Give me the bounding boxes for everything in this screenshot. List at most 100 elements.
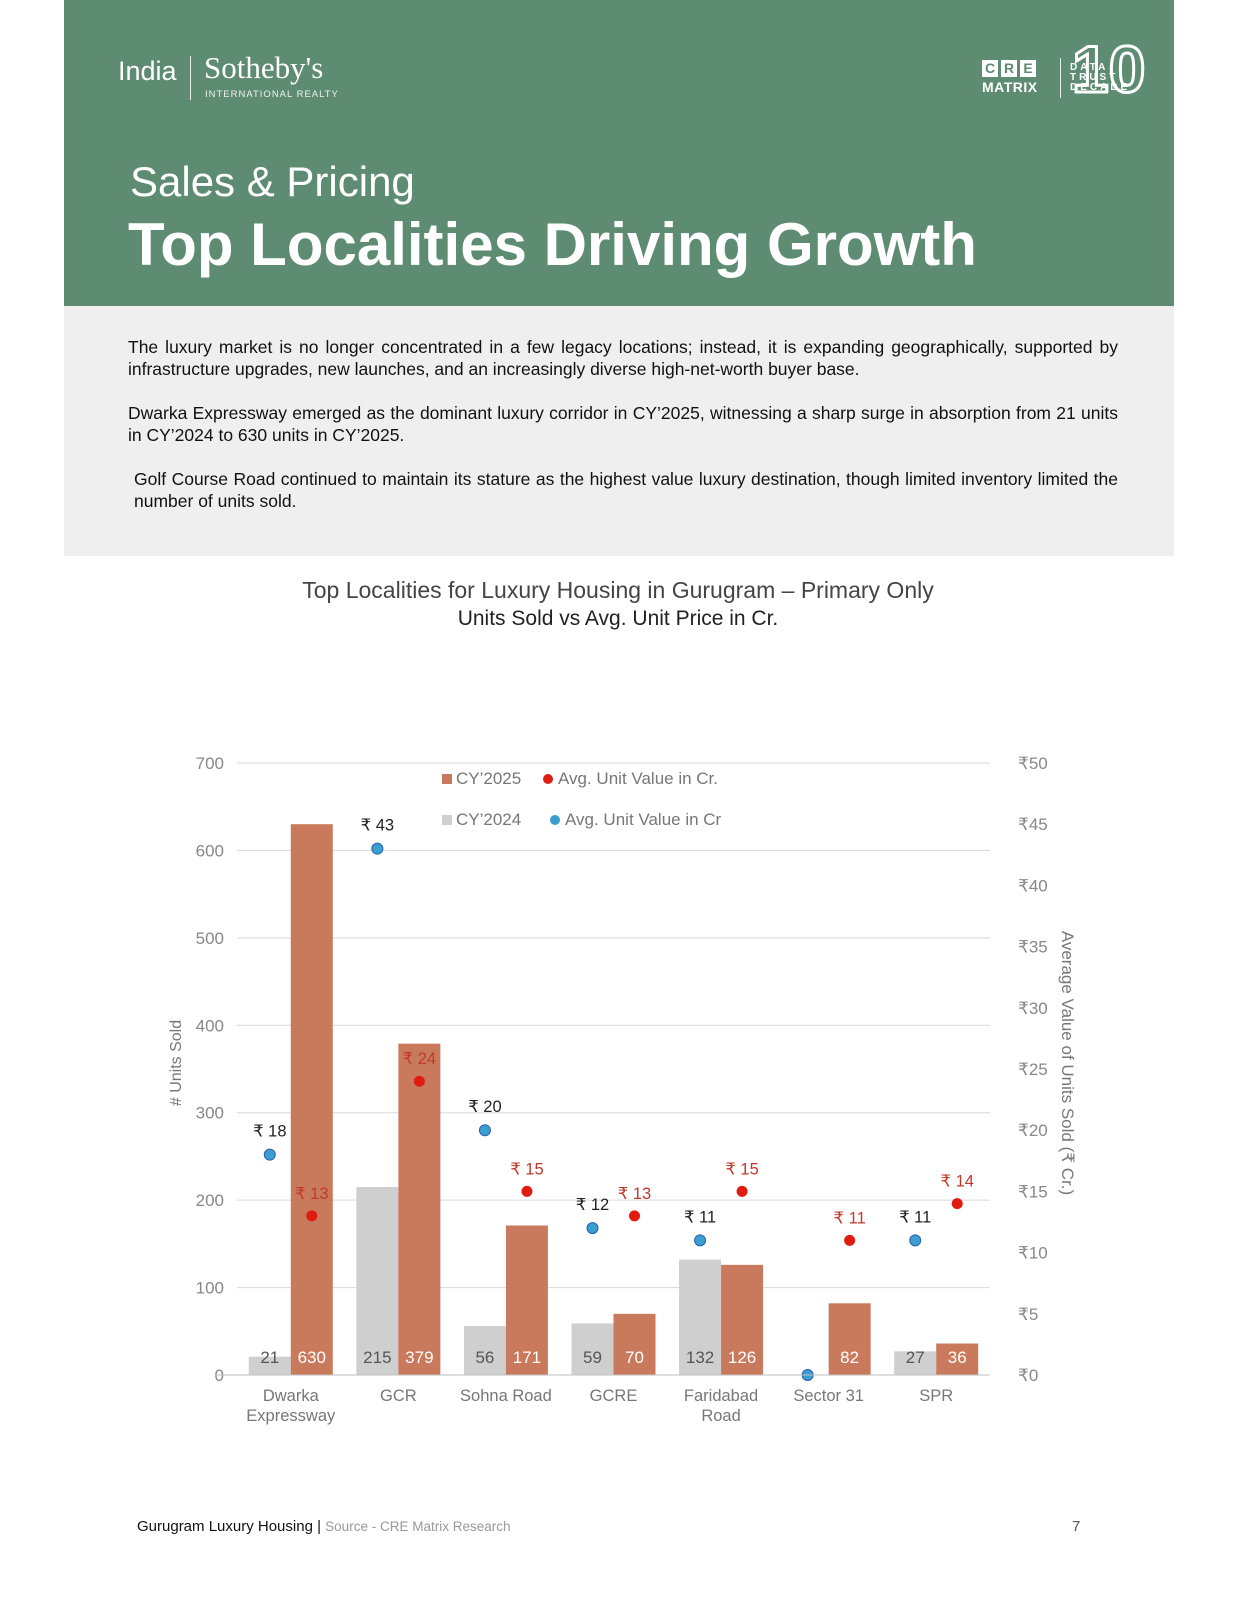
y-tick-label: 400 (196, 1016, 224, 1035)
avg-value-2025-label: ₹ 13 (295, 1185, 328, 1203)
bar-cy2025 (290, 824, 333, 1375)
y-tick-label: 300 (196, 1104, 224, 1123)
chart-subtitle: Units Sold vs Avg. Unit Price in Cr. (457, 607, 779, 630)
bar-cy2024 (894, 1351, 937, 1375)
bar-label-cy2025: 126 (728, 1348, 756, 1367)
footer: Gurugram Luxury Housing | Source - CRE M… (137, 1518, 510, 1535)
chart-title: Top Localities for Luxury Housing in Gur… (302, 577, 934, 603)
brand-sothebys-logo: Sotheby's (204, 50, 324, 85)
section-kicker: Sales & Pricing (130, 158, 415, 205)
brand-international-realty: INTERNATIONAL REALTY (205, 89, 339, 100)
avg-value-2025-label: ₹ 13 (618, 1185, 651, 1203)
category-label: GCRE (590, 1387, 638, 1405)
bar-label-cy2024: 215 (363, 1348, 391, 1367)
decade-word: TRUST (1070, 72, 1119, 83)
category-label: Sector 31 (793, 1387, 864, 1405)
bar-label-cy2025: 379 (405, 1348, 433, 1367)
category-label: Faridabad (684, 1387, 758, 1405)
y-axis-label: # Units Sold (168, 1020, 185, 1106)
category-label: SPR (919, 1387, 953, 1405)
category-label: Road (701, 1407, 740, 1425)
bar-label-cy2025: 171 (513, 1348, 541, 1367)
cre-letter: R (1001, 60, 1017, 77)
y2-tick-label: ₹0 (1018, 1366, 1038, 1385)
footer-separator: | (317, 1518, 321, 1535)
y-tick-label: 600 (196, 841, 224, 860)
cre-matrix-logo: C R E MATRIX (982, 60, 1038, 95)
legend-label-avg-2025: Avg. Unit Value in Cr. (558, 769, 718, 788)
y2-tick-label: ₹15 (1018, 1182, 1048, 1201)
bar-cy2024 (571, 1323, 614, 1375)
brand-divider (190, 56, 191, 100)
y2-tick-label: ₹35 (1018, 938, 1048, 957)
bar-label-cy2025: 70 (625, 1348, 644, 1367)
avg-value-2024-point (586, 1222, 599, 1235)
avg-value-2024-label: ₹ 11 (899, 1208, 931, 1226)
avg-value-2024-point (478, 1124, 491, 1137)
cre-matrix-text: MATRIX (982, 79, 1038, 95)
avg-value-2025-point (736, 1185, 748, 1197)
bar-cy2025 (721, 1264, 764, 1375)
y2-tick-label: ₹10 (1018, 1244, 1048, 1263)
y2-axis-label: Average Value of Units Sold (₹ Cr.) (1058, 931, 1077, 1195)
bar-cy2025 (828, 1303, 871, 1375)
avg-value-2025-point (413, 1075, 425, 1087)
legend-swatch-cy2024 (442, 815, 452, 825)
y2-tick-label: ₹40 (1018, 876, 1048, 895)
decade-word: DATA (1070, 62, 1109, 73)
avg-value-2025-point (951, 1198, 963, 1210)
avg-value-2024-label: ₹ 20 (468, 1098, 501, 1116)
bar-label-cy2024: 27 (906, 1348, 925, 1367)
decade-logo-words: DATA TRUST DECADE (1070, 63, 1130, 93)
legend-swatch-cy2025 (442, 774, 452, 784)
y2-tick-label: ₹20 (1018, 1121, 1048, 1140)
y2-tick-label: ₹50 (1018, 754, 1048, 773)
avg-value-2024-label: ₹ 11 (684, 1208, 716, 1226)
avg-value-2024-label: ₹ 18 (253, 1123, 286, 1141)
logo-divider (1060, 58, 1061, 98)
avg-value-2024-point (909, 1234, 922, 1247)
decade-logo-number: 10 (1070, 32, 1146, 106)
bar-label-cy2024: 21 (260, 1348, 279, 1367)
bar-cy2025 (613, 1313, 656, 1375)
avg-value-2024-label: ₹ 12 (576, 1196, 609, 1214)
bar-cy2025 (398, 1043, 441, 1375)
bar-label-cy2025: 82 (840, 1348, 859, 1367)
y2-tick-label: ₹30 (1018, 999, 1048, 1018)
avg-value-2025-point (521, 1185, 533, 1197)
legend-marker-avg-2024 (550, 815, 560, 825)
y2-tick-label: ₹45 (1018, 815, 1048, 834)
avg-value-2024-label: ₹ 43 (361, 817, 394, 835)
category-label: Sohna Road (460, 1387, 552, 1405)
cre-letter: C (982, 60, 998, 77)
avg-value-2025-label: ₹ 15 (725, 1160, 758, 1178)
bar-label-cy2025: 36 (948, 1348, 967, 1367)
avg-value-2025-point (844, 1234, 856, 1246)
category-label: Expressway (246, 1407, 336, 1425)
bar-label-cy2025: 630 (298, 1348, 326, 1367)
intro-paragraph: The luxury market is no longer concentra… (128, 337, 1118, 379)
header-banner: India Sotheby's INTERNATIONAL REALTY C R… (64, 0, 1174, 306)
avg-value-2024-point (371, 842, 384, 855)
category-label: GCR (380, 1387, 417, 1405)
legend-label-avg-2024: Avg. Unit Value in Cr (565, 810, 722, 829)
bar-cy2024 (356, 1187, 399, 1375)
bar-label-cy2024: 132 (686, 1348, 714, 1367)
footer-source: Source - CRE Matrix Research (325, 1519, 511, 1534)
y2-tick-label: ₹5 (1018, 1305, 1038, 1324)
avg-value-2025-label: ₹ 24 (403, 1050, 436, 1068)
avg-value-2025-point (306, 1210, 318, 1222)
page-title: Top Localities Driving Growth (128, 211, 977, 278)
decade-word: DECADE (1070, 82, 1131, 93)
y-tick-label: 200 (196, 1191, 224, 1210)
intro-paragraph: Dwarka Expressway emerged as the dominan… (128, 403, 1118, 445)
footer-report-name: Gurugram Luxury Housing (137, 1518, 313, 1535)
avg-value-2025-point (629, 1210, 640, 1222)
y-tick-label: 700 (196, 754, 224, 773)
bar-label-cy2024: 56 (475, 1348, 494, 1367)
page-number: 7 (1072, 1518, 1081, 1535)
avg-value-2025-label: ₹ 14 (940, 1173, 973, 1191)
bar-cy2024 (679, 1259, 722, 1375)
bar-cy2025 (936, 1343, 979, 1375)
